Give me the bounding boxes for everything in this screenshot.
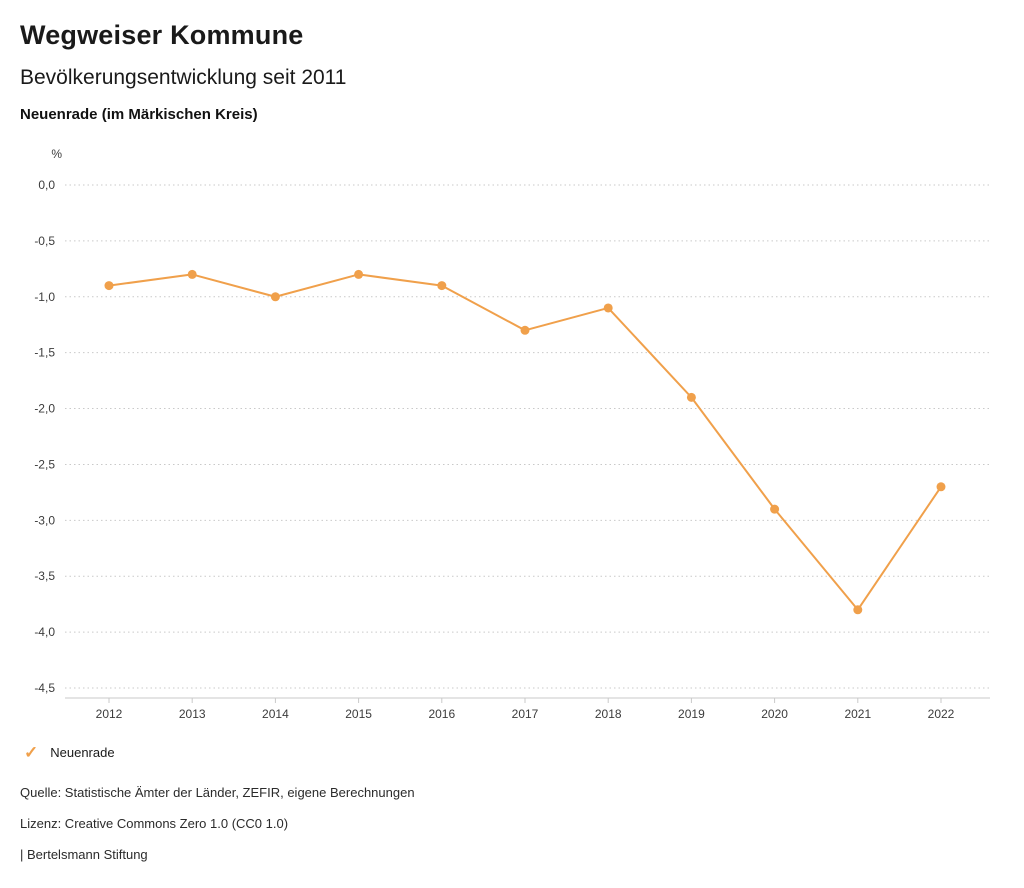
- license-text: Lizenz: Creative Commons Zero 1.0 (CC0 1…: [20, 816, 289, 831]
- data-point[interactable]: [770, 504, 780, 514]
- y-tick-label: -0,5: [34, 234, 55, 248]
- data-point[interactable]: [104, 281, 114, 291]
- x-tick-label: 2012: [96, 707, 123, 721]
- legend-label: Neuenrade: [50, 745, 115, 760]
- region-label: Neuenrade (im Märkischen Kreis): [20, 106, 258, 123]
- data-point[interactable]: [853, 605, 863, 615]
- x-tick-label: 2016: [428, 707, 455, 721]
- data-point[interactable]: [437, 281, 447, 291]
- x-tick-label: 2018: [595, 707, 622, 721]
- data-point[interactable]: [354, 269, 364, 279]
- y-tick-label: -3,0: [34, 513, 55, 527]
- series-line: [108, 273, 942, 611]
- chart-subtitle: Bevölkerungsentwicklung seit 2011: [20, 66, 347, 89]
- y-axis-unit-label: %: [51, 147, 62, 161]
- x-tick-label: 2021: [844, 707, 871, 721]
- y-tick-label: 0,0: [38, 178, 55, 192]
- y-tick-label: -4,0: [34, 625, 55, 639]
- x-tick-label: 2022: [928, 707, 955, 721]
- y-tick-label: -2,0: [34, 402, 55, 416]
- attribution-text: | Bertelsmann Stiftung: [20, 847, 148, 862]
- data-point[interactable]: [520, 325, 530, 335]
- y-tick-label: -4,5: [34, 681, 55, 695]
- y-tick-label: -1,5: [34, 346, 55, 360]
- x-tick-label: 2015: [345, 707, 372, 721]
- legend-item-neuenrade[interactable]: ✓ Neuenrade: [24, 744, 115, 761]
- data-point[interactable]: [936, 482, 946, 492]
- x-tick-label: 2014: [262, 707, 289, 721]
- line-chart: % 0,0 -0,5 -1,0 -1,5 -2,0 -2,5 -3,0 -3,5 -4,0 -4,5…: [34, 147, 990, 721]
- x-tick-label: 2020: [761, 707, 788, 721]
- x-tick-label: 2013: [179, 707, 206, 721]
- data-point[interactable]: [686, 392, 696, 402]
- data-point[interactable]: [187, 269, 197, 279]
- y-tick-label: -1,0: [34, 290, 55, 304]
- source-text: Quelle: Statistische Ämter der Länder, Z…: [20, 785, 415, 800]
- y-tick-label: -2,5: [34, 457, 55, 471]
- legend-check-icon: ✓: [24, 743, 39, 762]
- page-title: Wegweiser Kommune: [20, 20, 304, 50]
- y-tick-label: -3,5: [34, 569, 55, 583]
- data-point[interactable]: [603, 303, 613, 313]
- x-tick-label: 2019: [678, 707, 705, 721]
- x-tick-label: 2017: [512, 707, 539, 721]
- data-point[interactable]: [270, 292, 280, 302]
